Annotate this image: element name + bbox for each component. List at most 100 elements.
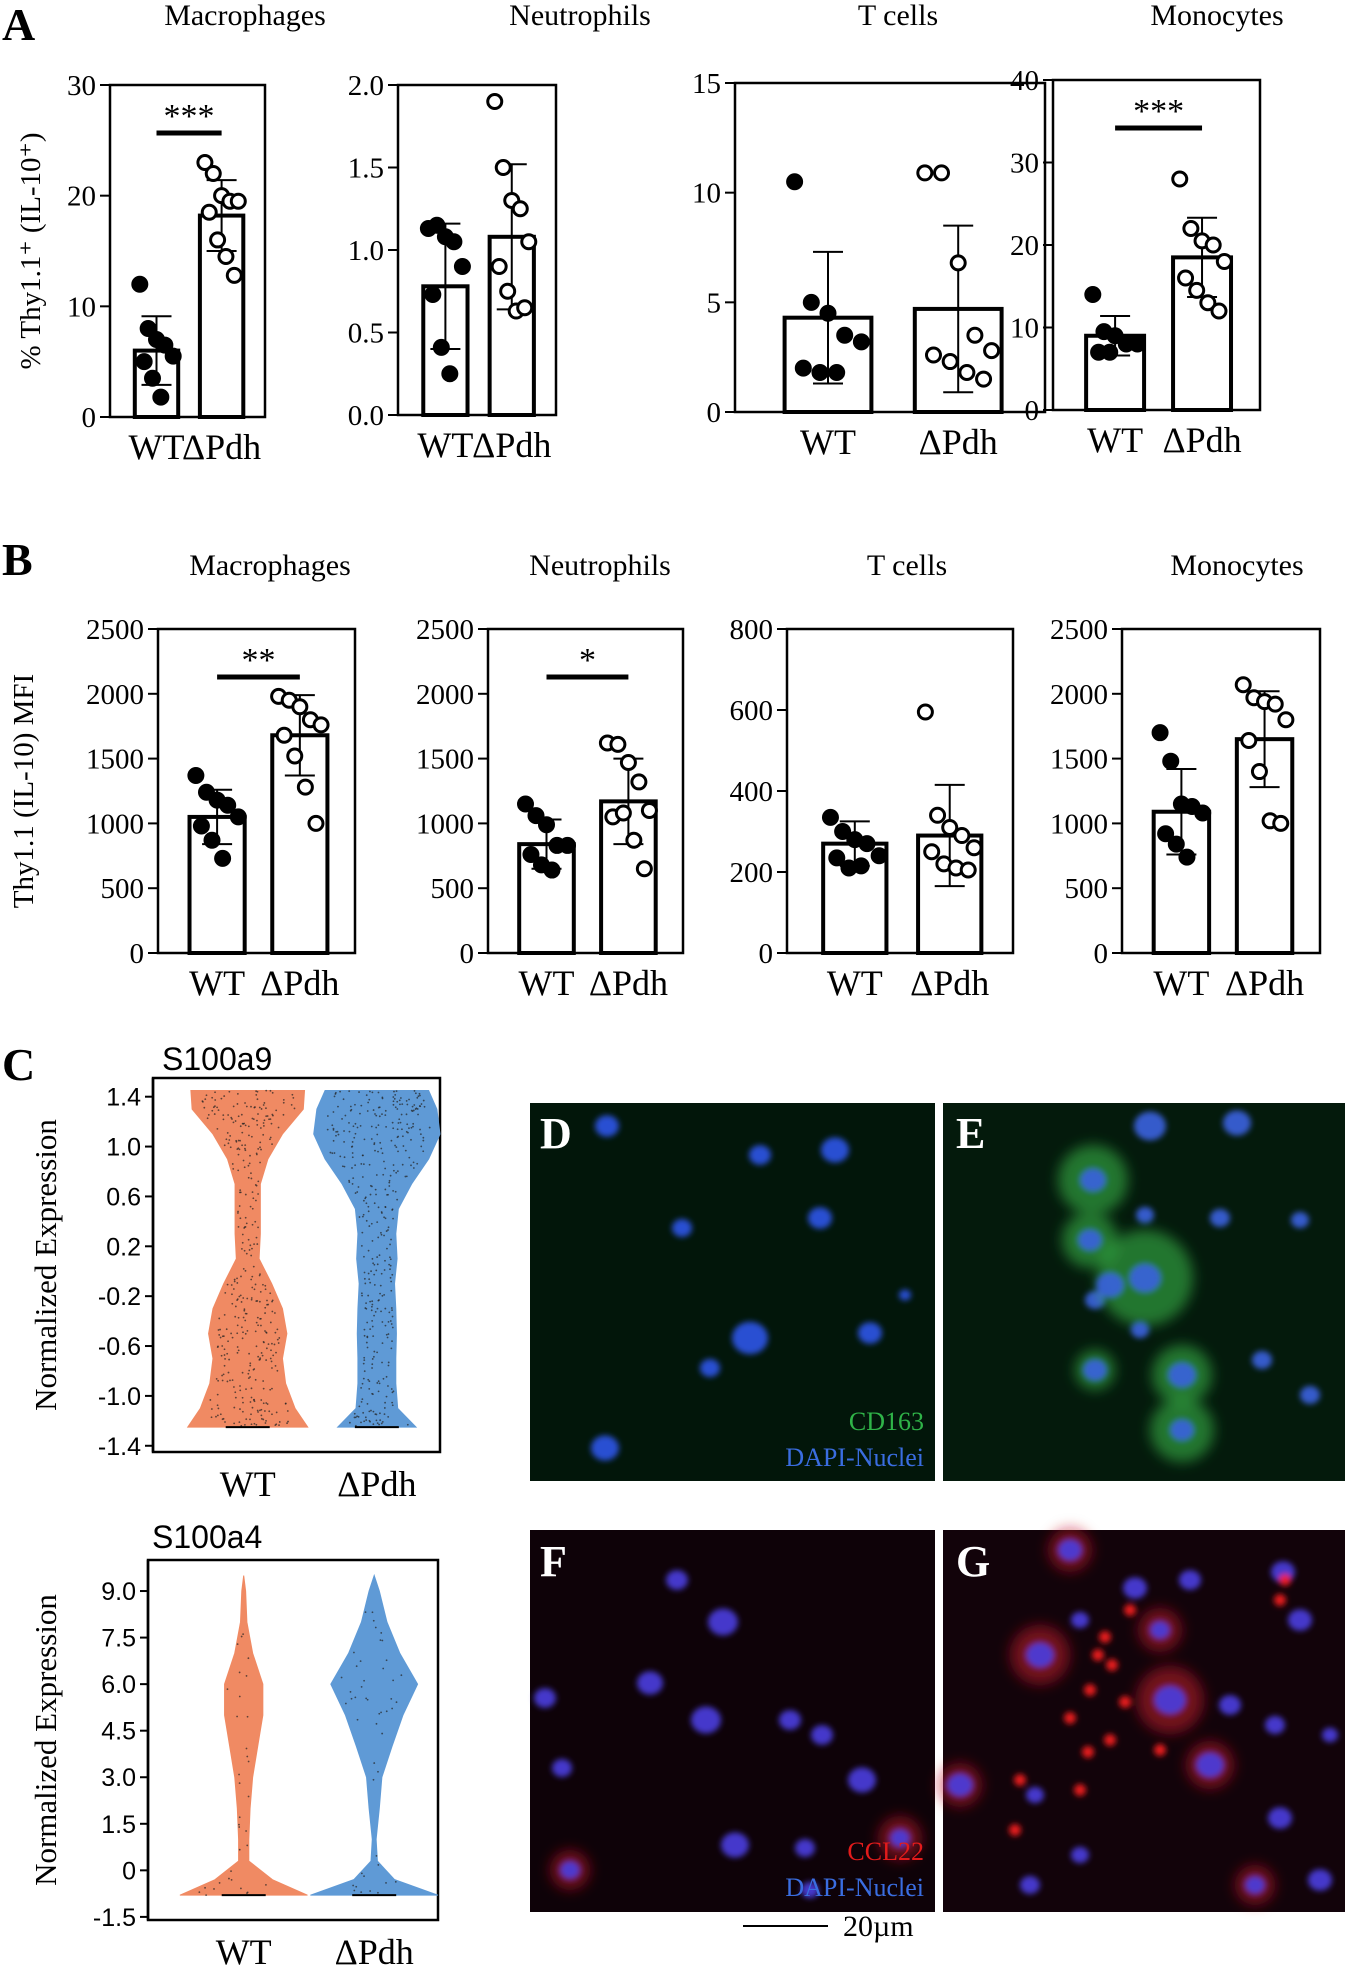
nucleus	[1179, 1570, 1201, 1590]
cell-dot	[381, 1152, 384, 1155]
cell-dot	[374, 1188, 377, 1191]
cell-dot	[392, 1189, 395, 1192]
cell-dot	[274, 1331, 277, 1334]
cell-dot	[392, 1217, 394, 1220]
cell-dot	[238, 1421, 241, 1424]
cell-dot	[360, 1400, 363, 1403]
nucleus	[749, 1145, 771, 1165]
cell-dot	[362, 1362, 365, 1365]
cell-dot	[276, 1338, 279, 1341]
nucleus	[811, 1725, 833, 1745]
cell-dot	[263, 1102, 266, 1104]
nucleus	[1131, 1321, 1149, 1339]
cell-dot	[368, 1163, 371, 1166]
cell-dot	[385, 1659, 388, 1662]
data-point-pdh	[923, 843, 941, 861]
cell-dot	[378, 1254, 381, 1257]
cell-dot	[249, 1418, 251, 1421]
ccl22-granule	[1274, 1594, 1286, 1606]
cell-dot	[360, 1244, 363, 1247]
cell-dot	[369, 1328, 372, 1331]
chart-title: Neutrophils	[509, 0, 651, 32]
y-tick-label: 500	[431, 873, 475, 905]
data-point-pdh	[499, 282, 517, 300]
data-point-wt	[1101, 343, 1119, 361]
cell-dot	[376, 1256, 379, 1258]
nucleus	[666, 1570, 688, 1590]
cell-dot	[352, 1125, 355, 1128]
cell-dot	[207, 1114, 210, 1116]
data-point-wt	[453, 258, 471, 275]
cell-dot	[374, 1113, 376, 1115]
cell-dot	[249, 1362, 252, 1365]
cell-dot	[238, 1205, 241, 1207]
nucleus	[1078, 1229, 1102, 1251]
cell-dot	[379, 1141, 382, 1144]
data-point-wt	[819, 304, 837, 322]
cell-dot	[233, 1406, 236, 1409]
cell-dot	[275, 1109, 278, 1112]
cell-dot	[274, 1312, 276, 1314]
y-tick-label: 1000	[1050, 808, 1108, 840]
cell-dot	[231, 1302, 234, 1305]
data-point-wt	[811, 364, 829, 382]
cell-dot	[400, 1674, 403, 1677]
cell-dot	[420, 1103, 423, 1105]
cell-dot	[236, 1103, 239, 1105]
cell-dot	[241, 1131, 244, 1134]
cell-dot	[384, 1167, 387, 1170]
cell-dot	[265, 1115, 268, 1118]
data-point-pdh	[1234, 676, 1252, 694]
cell-dot	[362, 1199, 365, 1202]
x-category-label: ΔPdh	[337, 1464, 416, 1504]
cell-dot	[406, 1103, 409, 1106]
y-tick-label: 0	[707, 397, 722, 429]
cell-dot	[375, 1174, 378, 1176]
data-point-pdh	[1182, 220, 1200, 237]
cell-dot	[410, 1164, 412, 1167]
cell-dot	[362, 1154, 364, 1157]
cell-dot	[383, 1160, 385, 1163]
cell-dot	[251, 1207, 254, 1210]
cell-dot	[388, 1311, 391, 1314]
cell-dot	[260, 1408, 263, 1411]
cell-dot	[219, 1336, 222, 1339]
cell-dot	[261, 1354, 264, 1357]
cell-dot	[257, 1113, 259, 1115]
nucleus	[795, 1839, 815, 1857]
cell-dot	[394, 1106, 397, 1109]
cell-dot	[360, 1292, 363, 1295]
cell-dot	[269, 1136, 272, 1139]
cell-dot	[241, 1241, 244, 1244]
data-point-pdh	[916, 703, 934, 721]
ccl22-granule	[1084, 1684, 1096, 1696]
cell-dot	[373, 1350, 376, 1353]
cell-dot	[220, 1097, 223, 1100]
data-point-wt	[1167, 835, 1185, 853]
nucleus	[1300, 1386, 1320, 1404]
cell-dot	[377, 1236, 380, 1239]
cell-dot	[368, 1098, 371, 1101]
chart-title: Monocytes	[1170, 549, 1303, 582]
ccl22-granule	[1009, 1824, 1021, 1836]
cell-dot	[265, 1359, 268, 1361]
plot-frame	[108, 83, 267, 419]
cd163-label: CD163	[849, 1407, 924, 1436]
nucleus	[1210, 1209, 1230, 1227]
nucleus	[552, 1759, 572, 1777]
nucleus	[1150, 1621, 1170, 1639]
cell-dot	[340, 1676, 343, 1679]
y-tick-label: 7.5	[101, 1625, 136, 1653]
cell-dot	[341, 1165, 344, 1168]
cell-dot	[401, 1163, 404, 1166]
cell-dot	[428, 1126, 431, 1129]
micrograph-e: E	[943, 1103, 1345, 1481]
x-category-label: WT	[216, 1932, 272, 1970]
cell-dot	[266, 1299, 268, 1302]
cell-dot	[272, 1354, 275, 1357]
cell-dot	[422, 1136, 425, 1139]
cell-dot	[252, 1197, 255, 1200]
cell-dot	[384, 1307, 387, 1310]
cell-dot	[379, 1419, 382, 1421]
data-point-wt	[143, 369, 161, 387]
